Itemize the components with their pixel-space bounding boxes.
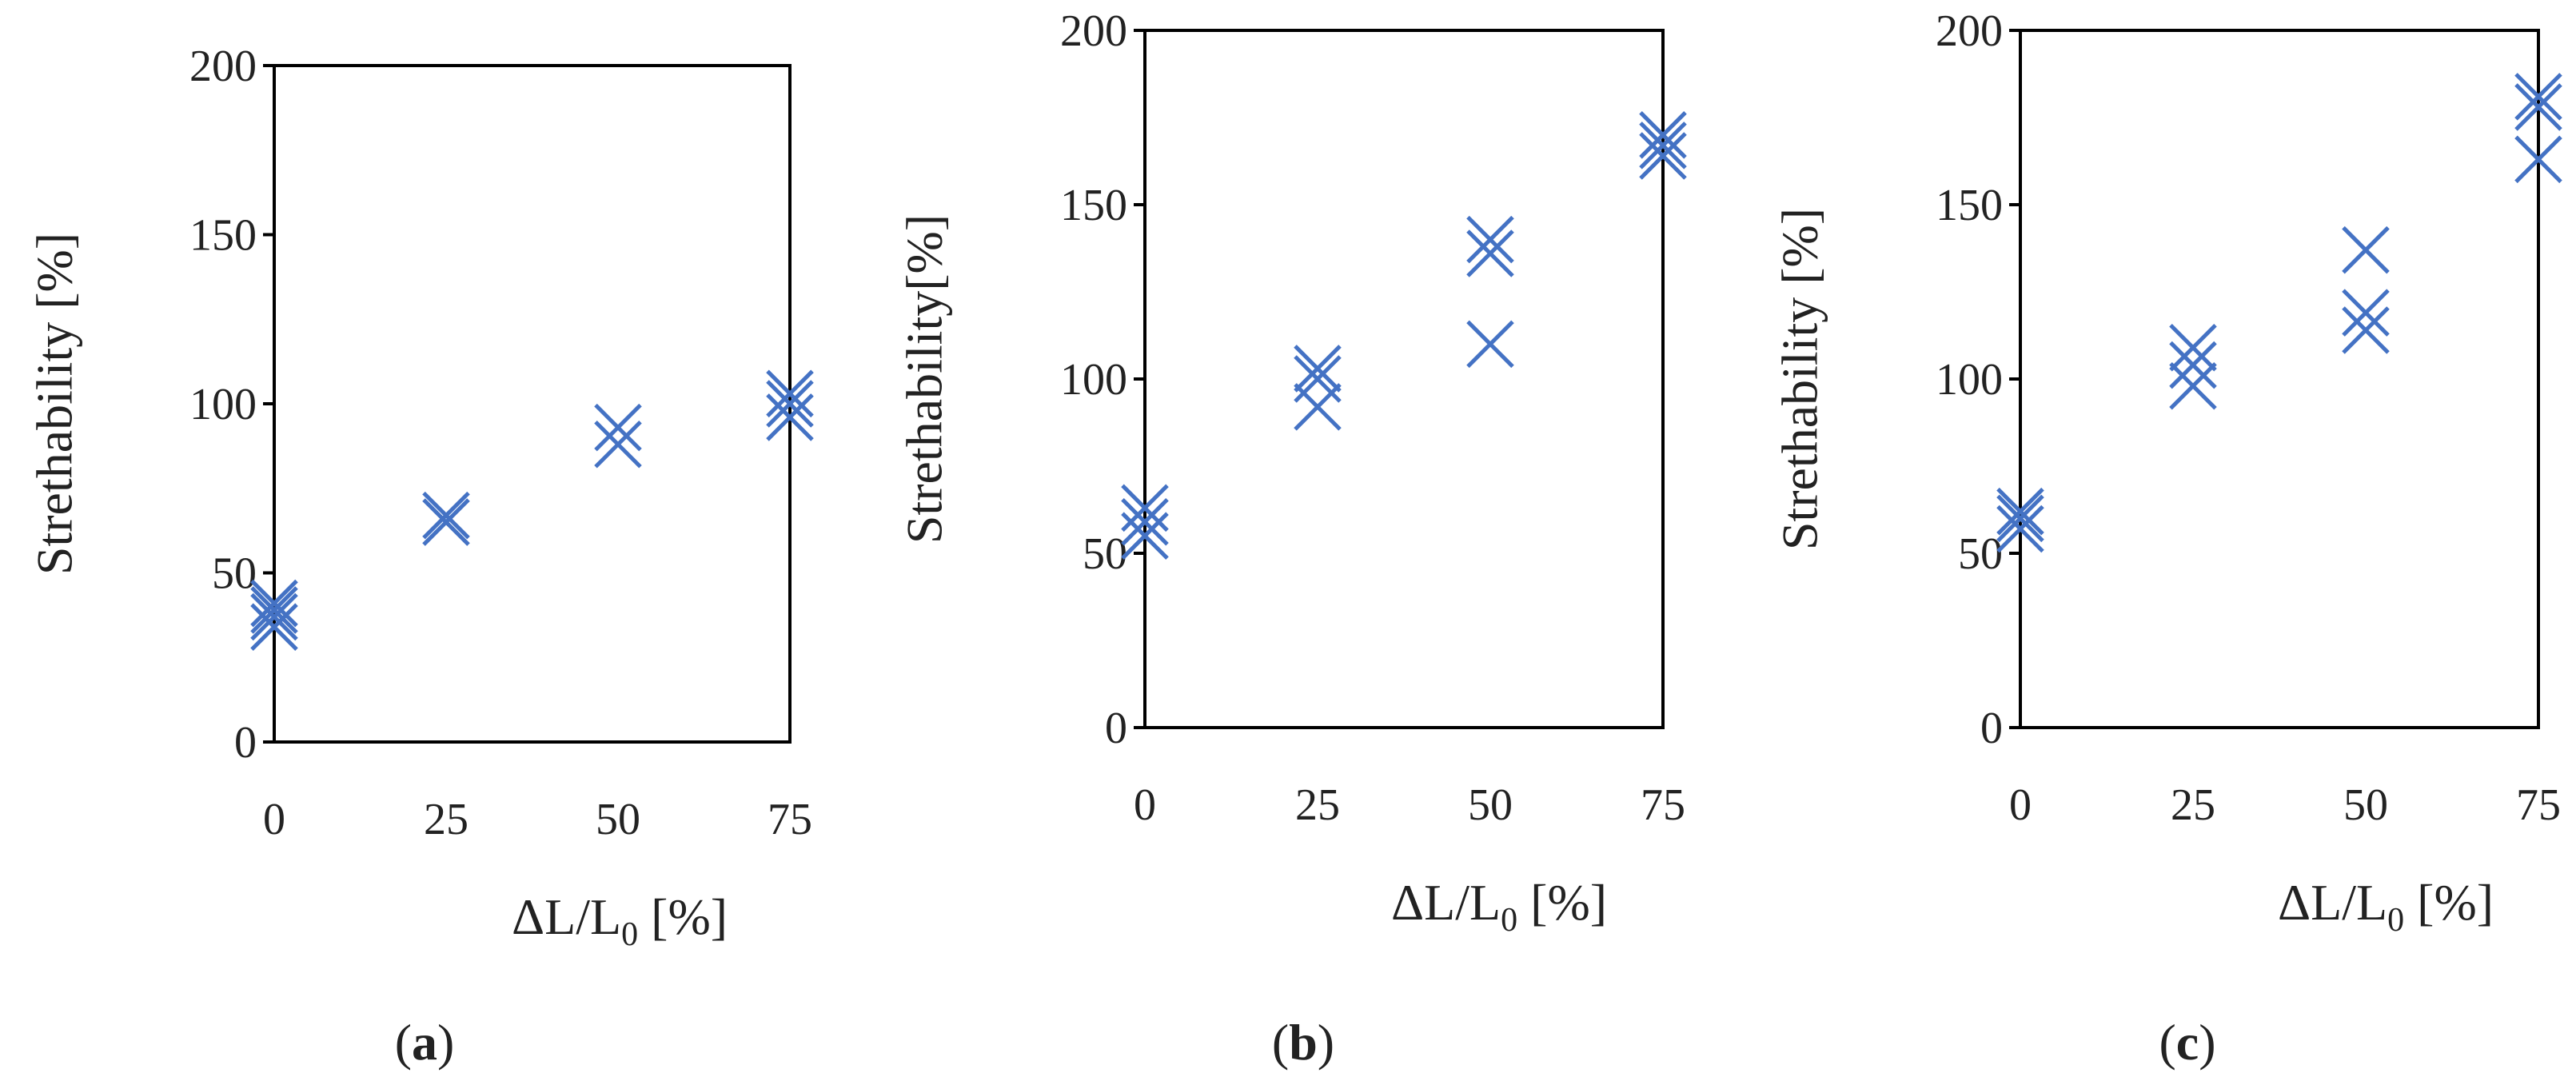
plot-frame: [2019, 29, 2540, 729]
y-tick-label: 150: [1936, 181, 2003, 230]
data-point: [1639, 132, 1687, 180]
data-point: [594, 403, 642, 452]
panel-c: 0 50 100 150 200 0 25 50 75 Strethability [%] ΔL/L…: [1772, 6, 2562, 1071]
data-point: [250, 579, 298, 628]
data-point: [1996, 505, 2044, 553]
y-tick-label: 100: [189, 380, 257, 429]
data-point: [250, 592, 298, 641]
data-point: [594, 420, 642, 469]
y-tick-label: 200: [1060, 6, 1127, 56]
data-point: [1294, 383, 1342, 431]
data-point: [2169, 341, 2217, 389]
data-point: [250, 603, 298, 651]
x-axis-label: ΔL/L0 [%]: [1391, 874, 1607, 939]
data-point: [422, 498, 470, 546]
y-tick-label: 150: [1060, 181, 1127, 230]
y-tick-label: 200: [189, 42, 257, 91]
x-tick-label: 50: [1468, 780, 1513, 830]
y-axis-label: Strethability [%]: [1772, 208, 1828, 550]
plot-frame: [1143, 29, 1665, 729]
x-axis-label-unit: [%]: [638, 888, 728, 945]
y-tick-label: 0: [1105, 704, 1127, 753]
caption-close: ): [2199, 1014, 2215, 1071]
x-axis-label-main: ΔL/L: [1391, 874, 1501, 931]
x-tick-label: 50: [596, 795, 640, 844]
data-point: [2514, 135, 2562, 184]
caption-close: ): [1318, 1014, 1334, 1071]
data-point: [2342, 225, 2390, 274]
y-tick-label: 50: [1083, 529, 1127, 579]
caption-open: (: [2159, 1014, 2175, 1071]
y-tick-label: 100: [1936, 355, 2003, 405]
x-axis-label: ΔL/L0 [%]: [2278, 874, 2494, 939]
data-point: [1294, 345, 1342, 393]
panel-caption: (b): [1272, 1014, 1334, 1071]
data-point: [766, 380, 814, 428]
data-point: [250, 586, 298, 634]
data-point: [1466, 215, 1514, 264]
data-point: [422, 491, 470, 540]
caption-letter: a: [412, 1014, 437, 1071]
y-tick-label: 200: [1936, 6, 2003, 56]
data-point: [1466, 229, 1514, 277]
x-axis-label: ΔL/L0 [%]: [512, 888, 728, 953]
x-axis-label-subscript: 0: [621, 916, 638, 953]
caption-open: (: [1272, 1014, 1289, 1071]
y-tick-label: 50: [1958, 529, 2003, 579]
x-tick-label: 25: [424, 795, 469, 844]
x-tick-label: 75: [768, 795, 812, 844]
y-axis-label: Strethability [%]: [26, 233, 83, 575]
y-tick-label: 0: [234, 718, 257, 768]
x-axis-label-unit: [%]: [1517, 874, 1607, 931]
x-axis-label-main: ΔL/L: [512, 888, 621, 945]
x-tick-label: 25: [2171, 780, 2215, 830]
x-axis-label-subscript: 0: [1501, 902, 1517, 939]
x-tick-label: 50: [2343, 780, 2388, 830]
panel-a: 0 50 100 150 200 0 25 50 75 Strethability [%] ΔL/L…: [26, 42, 814, 1071]
x-tick-label: 0: [1134, 780, 1156, 830]
data-point: [766, 369, 814, 418]
y-tick-label: 100: [1060, 355, 1127, 405]
data-point: [1639, 122, 1687, 170]
caption-open: (: [395, 1014, 412, 1071]
x-axis-label-main: ΔL/L: [2278, 874, 2387, 931]
y-axis-label: Strethability[%]: [896, 214, 953, 544]
data-point: [1466, 320, 1514, 369]
panel-caption: (a): [395, 1014, 455, 1071]
data-point: [2342, 289, 2390, 337]
data-point: [1121, 484, 1169, 533]
x-axis-label-unit: [%]: [2404, 874, 2494, 931]
data-point: [766, 393, 814, 441]
panel-caption: (c): [2159, 1014, 2215, 1071]
data-point: [2514, 73, 2562, 121]
y-tick-label: 0: [1980, 704, 2003, 753]
data-point: [2169, 323, 2217, 372]
data-point: [1639, 111, 1687, 159]
x-tick-label: 0: [263, 795, 285, 844]
data-point: [2169, 361, 2217, 410]
x-axis-label-subscript: 0: [2387, 902, 2404, 939]
y-tick-label: 50: [212, 549, 257, 599]
data-point: [1996, 494, 2044, 543]
data-point: [2342, 306, 2390, 354]
plot-frame: [273, 64, 792, 744]
caption-letter: b: [1289, 1014, 1318, 1071]
x-tick-label: 75: [2516, 780, 2561, 830]
caption-close: ): [437, 1014, 454, 1071]
caption-letter: c: [2176, 1014, 2199, 1071]
x-tick-label: 0: [2009, 780, 2032, 830]
y-tick-label: 150: [189, 211, 257, 261]
data-point: [1121, 497, 1169, 546]
data-point: [1294, 355, 1342, 403]
data-point: [1996, 487, 2044, 536]
x-tick-label: 75: [1641, 780, 1685, 830]
data-point: [2514, 83, 2562, 131]
x-tick-label: 25: [1295, 780, 1340, 830]
